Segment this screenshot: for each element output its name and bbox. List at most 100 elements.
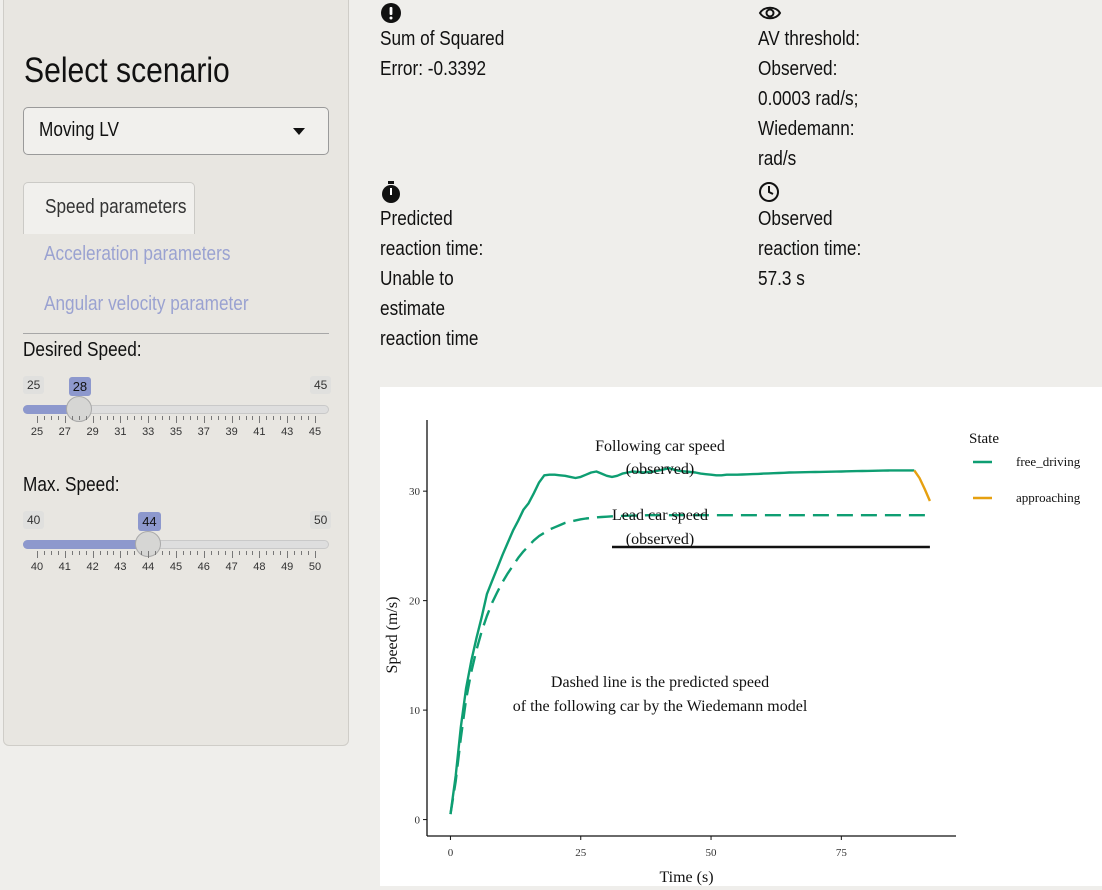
scenario-select-value: Moving LV bbox=[39, 119, 119, 141]
slider-tick bbox=[155, 416, 157, 420]
x-tick-label: 25 bbox=[575, 847, 587, 859]
tabs-divider bbox=[23, 333, 329, 334]
y-tick-label: 20 bbox=[409, 596, 421, 608]
x-tick-label: 75 bbox=[836, 847, 848, 859]
x-tick-label: 50 bbox=[706, 847, 718, 859]
slider-tick-label: 39 bbox=[225, 426, 238, 438]
slider-tick bbox=[308, 551, 310, 555]
slider-tick bbox=[99, 416, 101, 420]
observed-reaction-line: 57.3 s bbox=[758, 268, 805, 290]
slider-tick bbox=[155, 551, 157, 555]
slider-tick bbox=[217, 416, 219, 420]
slider-tick-label: 27 bbox=[58, 426, 71, 438]
slider-tick-label: 37 bbox=[197, 426, 210, 438]
slider-tick bbox=[252, 551, 254, 555]
predicted-reaction-panel: Predicted reaction time: Unable to estim… bbox=[380, 180, 500, 354]
sse-line: Sum of Squared bbox=[380, 28, 505, 50]
slider-tick-label: 43 bbox=[281, 426, 294, 438]
tab-speed-parameters[interactable]: Speed parameters bbox=[23, 182, 195, 234]
legend-title: State bbox=[969, 431, 999, 447]
slider-tick bbox=[50, 416, 52, 420]
x-tick-label: 0 bbox=[448, 847, 454, 859]
slider-tick-label: 29 bbox=[86, 426, 99, 438]
slider-tick bbox=[294, 551, 296, 555]
slider-tick-label: 41 bbox=[58, 561, 71, 573]
y-axis-label: Speed (m/s) bbox=[384, 597, 401, 674]
chart-annotation: Dashed line is the predicted speed bbox=[551, 674, 769, 691]
predicted-reaction-line: reaction time: bbox=[380, 238, 484, 260]
y-tick-label: 30 bbox=[409, 486, 421, 498]
slider-tick bbox=[196, 551, 198, 555]
slider-tick bbox=[148, 416, 150, 423]
chevron-down-icon bbox=[293, 128, 305, 135]
slider-tick bbox=[64, 416, 66, 423]
slider-tick-label: 41 bbox=[253, 426, 266, 438]
slider-tick bbox=[92, 416, 94, 423]
slider-tick bbox=[196, 416, 198, 420]
y-tick-label: 0 bbox=[415, 815, 421, 827]
slider-tick-label: 45 bbox=[169, 561, 183, 573]
x-axis-label: Time (s) bbox=[659, 869, 713, 886]
av-threshold-line: 0.0003 rad/s; bbox=[758, 88, 859, 110]
observed-reaction-line: reaction time: bbox=[758, 238, 862, 260]
slider-tick bbox=[245, 551, 247, 555]
slider-tick bbox=[148, 551, 150, 558]
max-speed-max: 50 bbox=[310, 511, 332, 529]
slider-tick bbox=[176, 551, 177, 558]
slider-tick bbox=[50, 551, 52, 555]
desired-speed-min: 25 bbox=[23, 376, 45, 394]
max-speed-min: 40 bbox=[23, 511, 45, 529]
tab-angular-velocity-parameter[interactable]: Angular velocity parameter bbox=[44, 293, 249, 315]
desired-speed-value: 28 bbox=[68, 377, 92, 396]
slider-tick bbox=[259, 416, 261, 423]
slider-tick-label: 49 bbox=[281, 561, 294, 573]
slider-tick bbox=[301, 416, 303, 420]
chart-annotation: of the following car by the Wiedemann mo… bbox=[513, 698, 808, 715]
slider-tick bbox=[245, 416, 247, 420]
slider-tick-label: 43 bbox=[114, 561, 127, 573]
slider-tick bbox=[266, 416, 268, 420]
slider-tick bbox=[169, 416, 171, 420]
slider-tick bbox=[92, 551, 94, 558]
slider-tick bbox=[127, 416, 129, 420]
slider-tick bbox=[37, 551, 38, 558]
chart-annotation: Lead car speed bbox=[612, 507, 708, 524]
slider-tick bbox=[224, 416, 226, 420]
slider-tick bbox=[64, 551, 66, 558]
slider-tick bbox=[294, 416, 296, 420]
slider-tick bbox=[231, 551, 233, 558]
slider-tick bbox=[43, 416, 45, 420]
slider-tick bbox=[210, 416, 212, 420]
slider-tick bbox=[280, 416, 282, 420]
slider-tick bbox=[169, 551, 171, 555]
slider-tick bbox=[315, 551, 316, 558]
predicted-reaction-line: Unable to bbox=[380, 268, 454, 290]
slider-tick bbox=[176, 416, 177, 423]
legend-label: approaching bbox=[1016, 490, 1081, 505]
slider-tick bbox=[99, 551, 101, 555]
legend-label: free_driving bbox=[1016, 454, 1081, 469]
tab-acceleration-parameters[interactable]: Acceleration parameters bbox=[44, 243, 231, 265]
desired-speed-max: 45 bbox=[310, 376, 332, 394]
slider-tick bbox=[85, 551, 87, 555]
slider-tick bbox=[238, 416, 240, 420]
slider-tick bbox=[57, 416, 59, 420]
slider-tick bbox=[301, 551, 303, 555]
scenario-select[interactable]: Moving LV bbox=[23, 107, 329, 155]
slider-tick bbox=[162, 416, 164, 420]
slider-tick bbox=[78, 416, 80, 420]
slider-tick bbox=[106, 551, 108, 555]
max-speed-fill bbox=[23, 540, 149, 549]
slider-tick bbox=[120, 551, 122, 558]
max-speed-value: 44 bbox=[138, 512, 161, 531]
slider-tick-label: 31 bbox=[114, 426, 127, 438]
slider-tick-label: 44 bbox=[142, 561, 155, 573]
chart-annotation: Following car speed bbox=[595, 438, 725, 455]
desired-speed-fill bbox=[23, 405, 79, 414]
sidebar-title: Select scenario bbox=[24, 51, 230, 90]
speed-chart-svg: 0 25 50 75 0 10 20 30 Time (s) Speed (m/s) Followi… bbox=[384, 420, 1081, 886]
slider-tick bbox=[287, 416, 289, 423]
slider-tick bbox=[238, 551, 240, 555]
slider-tick-label: 35 bbox=[169, 426, 183, 438]
slider-tick bbox=[273, 416, 275, 420]
